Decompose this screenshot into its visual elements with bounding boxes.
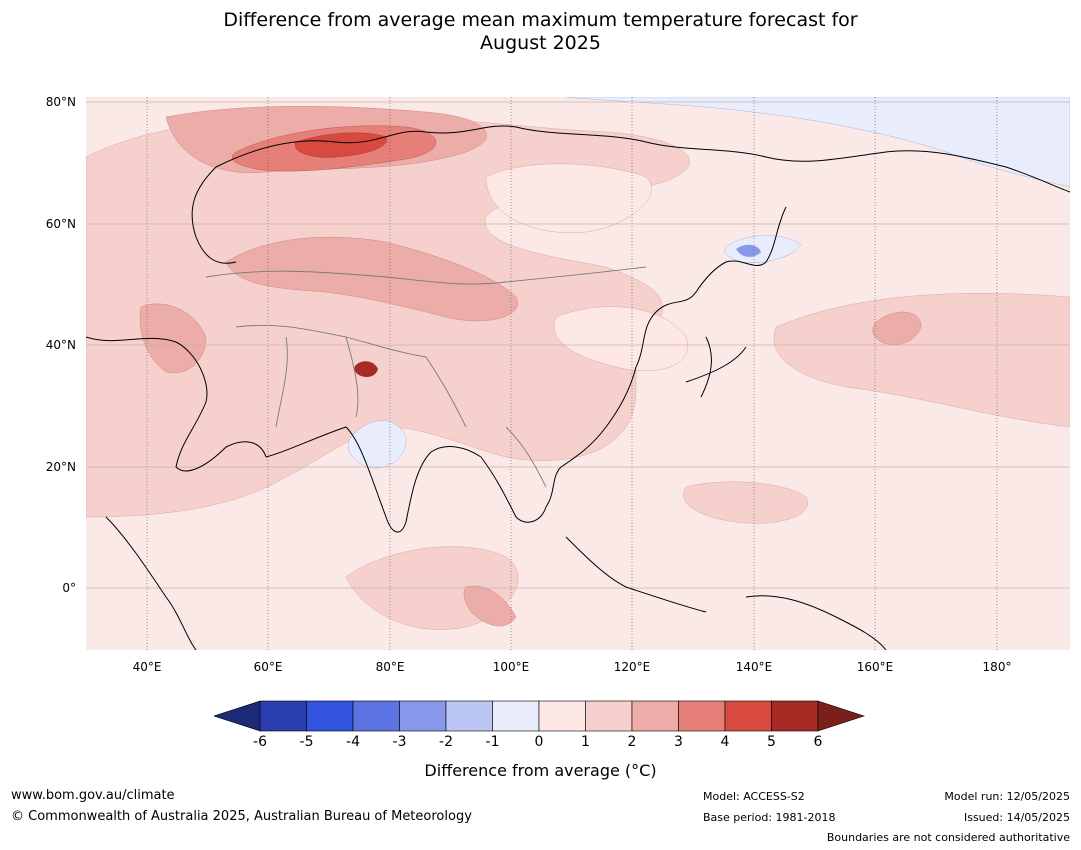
anomaly-region-2-3-central xyxy=(225,236,518,322)
colorbar-segment xyxy=(631,700,679,732)
colorbar-tick-label: -1 xyxy=(485,734,500,750)
colorbar-segment xyxy=(771,700,819,732)
colorbar-segment xyxy=(538,700,586,732)
colorbar-tick-label: -5 xyxy=(299,734,314,750)
lon-label-120e: 120°E xyxy=(613,660,651,674)
anomaly-region-neg2-1-okhotsk xyxy=(736,244,761,257)
anomaly-region-neg1-0-india xyxy=(348,420,407,469)
colorbar-tick-label: -6 xyxy=(253,734,267,750)
colorbar-segment xyxy=(306,700,354,732)
lat-label-80n: 80°N xyxy=(45,95,76,109)
colorbar-tick-label: 6 xyxy=(813,734,823,750)
anomaly-region-2-3-indian xyxy=(463,585,517,627)
footer-issued: Issued: 14/05/2025 xyxy=(963,811,1070,824)
colorbar-tick-label: -3 xyxy=(392,734,407,750)
lon-label-60e: 60°E xyxy=(253,660,283,674)
footer-disclaimer: Boundaries are not considered authoritat… xyxy=(826,831,1070,844)
lon-label-40e: 40°E xyxy=(132,660,162,674)
colorbar-segment xyxy=(492,700,540,732)
colorbar-segment xyxy=(585,700,633,732)
lon-label-140e: 140°E xyxy=(735,660,773,674)
lat-label-40n: 40°N xyxy=(45,338,76,352)
anomaly-hotspot-himalaya xyxy=(354,361,378,377)
colorbar-segment xyxy=(724,700,772,732)
map-panel xyxy=(86,97,1070,650)
map-title-line2: August 2025 xyxy=(480,32,601,54)
colorbar-max-extension xyxy=(817,700,865,732)
colorbar-tick-label: 0 xyxy=(534,734,544,750)
colorbar-tick-label: -2 xyxy=(439,734,453,750)
latitude-lines xyxy=(86,101,1070,589)
lat-label-0: 0° xyxy=(62,581,76,595)
colorbar-label: Difference from average (°C) xyxy=(424,761,657,780)
colorbar xyxy=(214,700,865,732)
anomaly-region-1-2-sea xyxy=(683,481,808,524)
forecast-map xyxy=(86,97,1070,650)
anomaly-region-2-3-iran xyxy=(139,303,207,374)
lon-label-100e: 100°E xyxy=(492,660,530,674)
anomaly-region-0-1-east xyxy=(553,306,688,371)
colorbar-segment xyxy=(259,700,307,732)
graticule xyxy=(146,97,998,650)
lon-label-180: 180° xyxy=(982,660,1012,674)
colorbar-tick-label: 2 xyxy=(627,734,637,750)
colorbar-tick-label: 3 xyxy=(674,734,683,750)
anomaly-region-1-2-pacific xyxy=(773,293,1070,428)
footer-copyright: © Commonwealth of Australia 2025, Austra… xyxy=(11,809,472,824)
colorbar-tick-label: 1 xyxy=(581,734,590,750)
colorbar-min-extension xyxy=(214,700,261,732)
colorbar-segment xyxy=(352,700,400,732)
country-boundaries xyxy=(205,266,647,488)
map-title-line1: Difference from average mean maximum tem… xyxy=(223,9,858,31)
footer-model: Model: ACCESS-S2 xyxy=(703,790,805,803)
colorbar-tick-label: 4 xyxy=(720,734,730,750)
colorbar-segment xyxy=(445,700,493,732)
footer-model-run: Model run: 12/05/2025 xyxy=(944,790,1070,803)
lat-label-20n: 20°N xyxy=(45,460,76,474)
footer-base-period: Base period: 1981-2018 xyxy=(703,811,836,824)
coastlines xyxy=(86,125,1070,650)
anomaly-region-0-1-north xyxy=(485,163,652,233)
colorbar-tick-label: -4 xyxy=(346,734,360,750)
footer-url: www.bom.gov.au/climate xyxy=(11,788,175,803)
lon-label-160e: 160°E xyxy=(856,660,894,674)
anomaly-region-4-5-arctic xyxy=(295,132,387,158)
map-title: Difference from average mean maximum tem… xyxy=(0,9,1081,55)
colorbar-segment xyxy=(678,700,726,732)
colorbar-segment xyxy=(399,700,447,732)
anomaly-region-2-3-pacific xyxy=(872,311,922,345)
lat-label-60n: 60°N xyxy=(45,217,76,231)
colorbar-tick-label: 5 xyxy=(767,734,776,750)
colorbar-segments xyxy=(214,700,865,732)
lon-label-80e: 80°E xyxy=(375,660,405,674)
